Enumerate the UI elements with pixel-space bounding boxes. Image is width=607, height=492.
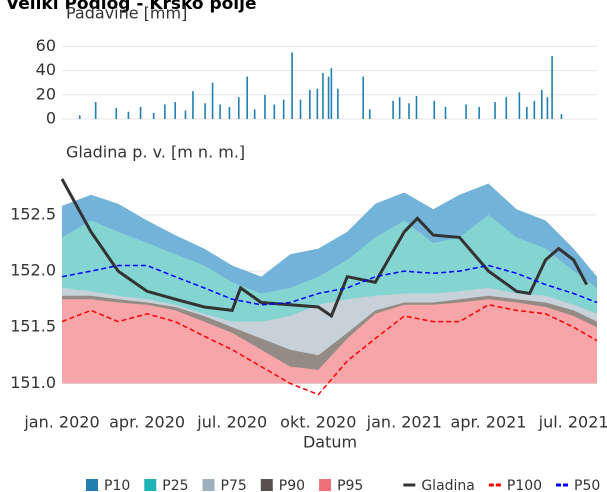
legend-item: Gladina: [403, 478, 475, 492]
x-tick-label: jul. 2021: [538, 413, 607, 432]
legend-item: P75: [202, 478, 247, 492]
bar: [253, 109, 256, 119]
bar: [327, 76, 330, 119]
bar: [299, 99, 302, 119]
y-tick-label: 151.0: [10, 373, 56, 392]
bar: [408, 103, 410, 119]
bar: [362, 76, 364, 119]
bar: [330, 68, 333, 119]
bar: [273, 104, 276, 119]
chart-title: Veliki Podlog - Krško polje: [6, 0, 257, 14]
legend-label: P95: [337, 478, 363, 492]
bar: [204, 103, 206, 119]
bar: [368, 109, 371, 119]
bar: [551, 56, 553, 119]
bar: [560, 114, 563, 119]
bar: [518, 92, 521, 119]
legend-swatch: [202, 479, 215, 491]
line: [61, 264, 598, 306]
bar: [415, 96, 418, 119]
bar: [115, 108, 118, 119]
bar: [392, 100, 394, 119]
bar: [139, 106, 142, 119]
legend-label: P75: [221, 478, 247, 492]
y-tick-label: 60: [36, 36, 56, 55]
legend-swatch: [144, 479, 157, 491]
bar: [337, 88, 339, 119]
bar: [322, 73, 324, 119]
bar: [192, 91, 194, 119]
x-tick-label: jan. 2020: [23, 413, 99, 432]
x-tick-label: apr. 2020: [109, 413, 185, 432]
x-tick-label: okt. 2020: [280, 413, 356, 432]
y-tick-label: 0: [46, 109, 56, 128]
bar: [526, 106, 528, 119]
legend-label: P10: [104, 478, 130, 492]
legend-label: Gladina: [421, 478, 475, 492]
legend-label: P50: [574, 478, 600, 492]
line: [60, 178, 589, 319]
bar: [494, 102, 496, 119]
bar: [246, 76, 248, 119]
bar: [184, 110, 187, 119]
y-tick-label: 40: [36, 60, 56, 79]
bar: [398, 97, 401, 119]
bar: [94, 102, 97, 119]
y-tick-label: 20: [36, 84, 56, 103]
bar: [219, 104, 221, 119]
x-tick-label: jan. 2021: [366, 413, 442, 432]
x-tick-label: apr. 2021: [451, 413, 527, 432]
bar: [433, 100, 436, 119]
x-tick-label: jul. 2020: [196, 413, 267, 432]
legend-item: P10: [86, 478, 130, 492]
bar: [533, 100, 536, 119]
bar: [152, 112, 155, 119]
bar: [78, 115, 81, 119]
bar: [309, 89, 311, 119]
bar: [546, 97, 549, 119]
bar: [127, 111, 130, 119]
bar: [444, 106, 447, 119]
y-tick-label: 152.5: [10, 204, 56, 223]
bar: [282, 99, 285, 119]
legend-label: P90: [279, 478, 305, 492]
bar: [478, 106, 480, 119]
legend-label: P100: [507, 478, 542, 492]
bar: [291, 52, 293, 119]
legend-swatch: [319, 479, 332, 491]
bar: [228, 106, 231, 119]
legend-item: P100: [488, 478, 542, 492]
bar: [264, 94, 266, 119]
y-axis-title: Padavine [mm]: [66, 4, 187, 23]
bar: [211, 82, 214, 119]
bar: [164, 104, 166, 119]
bar: [316, 88, 319, 119]
y-axis-title: Gladina p. v. [m n. m.]: [66, 143, 245, 162]
legend-item: P25: [144, 478, 189, 492]
legend-swatch: [260, 479, 273, 491]
bar: [465, 104, 467, 119]
y-tick-label: 152.0: [10, 261, 56, 280]
x-axis-title: Datum: [303, 433, 357, 452]
legend-item: P95: [319, 478, 363, 492]
legend-label: P25: [162, 478, 188, 492]
y-tick-label: 151.5: [10, 317, 56, 336]
legend-swatch: [86, 479, 98, 491]
bar: [237, 97, 240, 119]
bar: [174, 102, 176, 119]
bar: [541, 89, 543, 119]
legend-item: P50: [556, 478, 600, 492]
legend-item: P90: [260, 478, 305, 492]
bar: [505, 97, 508, 119]
